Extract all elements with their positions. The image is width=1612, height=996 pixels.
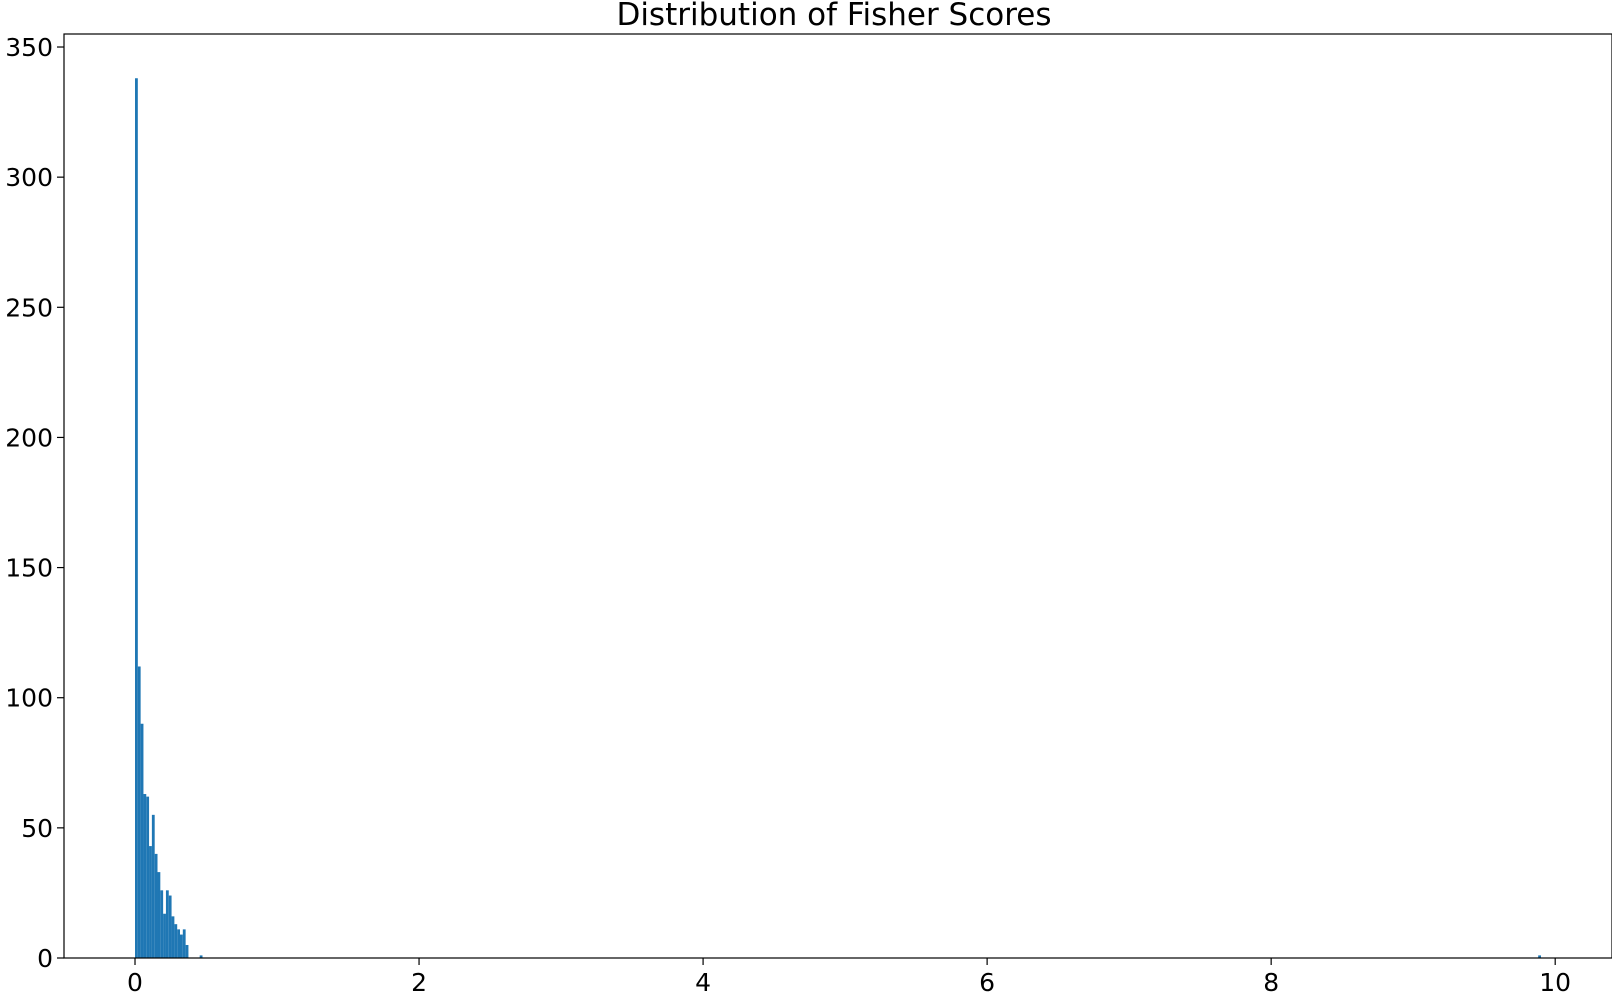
histogram-bar [157, 872, 161, 958]
x-tick-label: 10 [1539, 968, 1571, 996]
histogram-bar [199, 955, 203, 958]
histogram-bar [137, 666, 141, 958]
histogram-bar [151, 814, 155, 958]
histogram-bar [174, 924, 178, 958]
x-tick-label: 6 [979, 968, 995, 996]
histogram-bar [160, 890, 164, 958]
histogram-bar [140, 723, 144, 958]
histogram-bar [149, 846, 152, 958]
x-tick-label: 2 [411, 968, 427, 996]
y-tick-label: 50 [21, 814, 53, 843]
histogram-bar [154, 853, 158, 958]
histogram-bar [165, 890, 169, 958]
histogram-bar [177, 929, 181, 958]
chart-title: Distribution of Fisher Scores [616, 0, 1051, 33]
y-tick-label: 250 [5, 293, 53, 322]
x-axis: 0 2 4 6 8 10 [127, 958, 1571, 996]
histogram-bar [171, 916, 175, 958]
y-tick-label: 100 [5, 684, 53, 713]
x-tick-label: 8 [1263, 968, 1279, 996]
histogram-bar [1538, 955, 1541, 958]
histogram-bar [180, 934, 183, 958]
x-tick-label: 0 [127, 968, 143, 996]
x-tick-label: 4 [695, 968, 711, 996]
histogram-bar [163, 913, 166, 958]
y-tick-label: 0 [37, 944, 53, 973]
histogram-bar [146, 796, 150, 958]
y-tick-label: 350 [5, 33, 53, 62]
histogram-bar [143, 794, 147, 958]
plot-frame [63, 33, 1612, 959]
histogram-bar [185, 944, 189, 958]
histogram-bar [135, 78, 138, 959]
y-tick-label: 300 [5, 163, 53, 192]
y-tick-label: 200 [5, 423, 53, 452]
y-tick-label: 150 [5, 554, 53, 583]
histogram-bar [168, 895, 172, 958]
histogram-bar [182, 929, 186, 958]
y-axis: 0 50 100 150 200 250 300 350 [5, 33, 64, 973]
histogram-bars [135, 78, 1541, 959]
